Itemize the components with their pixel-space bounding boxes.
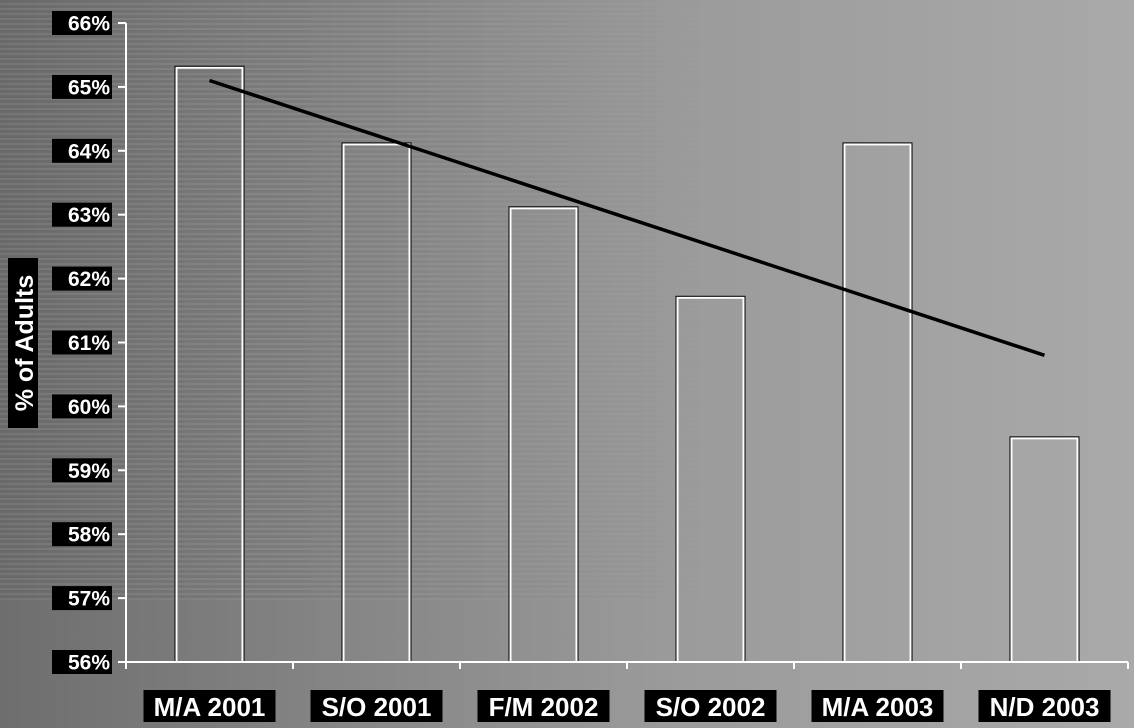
y-axis-title-bg	[8, 258, 38, 428]
y-tick-label-bg	[52, 394, 112, 419]
x-tick-label-bg	[644, 690, 777, 722]
y-tick-label-bg	[52, 522, 112, 547]
y-tick-label-bg	[52, 458, 112, 483]
x-tick-label: S/O 2002	[656, 692, 766, 722]
bar-n-d-2003	[1010, 437, 1079, 663]
x-tick-label: M/A 2001	[154, 692, 266, 722]
y-tick-label-bg	[52, 266, 112, 291]
bar-outline	[1009, 436, 1080, 663]
y-tick-label-bg	[52, 138, 112, 163]
bar-outline	[842, 142, 913, 663]
y-tick-label: 64%	[68, 140, 110, 163]
y-tick-label: 66%	[68, 13, 110, 36]
x-tick-label: N/D 2003	[990, 692, 1100, 722]
bar-s-o-2002	[676, 296, 745, 663]
x-tick-label-bg	[978, 690, 1111, 722]
background-texture	[0, 0, 720, 600]
bar-outline	[341, 142, 412, 663]
x-tick-label: S/O 2001	[322, 692, 432, 722]
bar-s-o-2001	[342, 143, 411, 664]
y-tick-label: 62%	[68, 268, 110, 291]
y-tick-label: 61%	[68, 332, 110, 355]
y-axis-title: % of Adults	[11, 275, 39, 412]
x-tick-label-bg	[143, 690, 276, 722]
bar-m-a-2001	[175, 66, 244, 664]
y-tick-label: 58%	[68, 524, 110, 547]
bar-outline	[508, 206, 579, 663]
x-tick-label-bg	[477, 690, 610, 722]
x-tick-label: F/M 2002	[489, 692, 599, 722]
y-tick-label-bg	[52, 650, 112, 674]
bar-f-m-2002	[509, 207, 578, 663]
x-tick-label-bg	[811, 690, 944, 722]
bar-outline	[675, 295, 746, 663]
y-tick-label-bg	[52, 586, 112, 611]
y-tick-label: 65%	[68, 76, 110, 99]
y-tick-label: 59%	[68, 460, 110, 483]
y-tick-label-bg	[52, 330, 112, 355]
y-tick-label: 63%	[68, 204, 110, 227]
trend-line	[208, 78, 1046, 357]
y-tick-label-bg	[52, 202, 112, 227]
bar-m-a-2003	[843, 143, 912, 664]
y-tick-label: 60%	[68, 396, 110, 419]
y-tick-label-bg	[52, 74, 112, 99]
y-tick-label-bg	[52, 11, 112, 35]
x-tick-label: M/A 2003	[822, 692, 934, 722]
x-tick-label-bg	[310, 690, 443, 722]
y-tick-label: 56%	[68, 652, 110, 675]
bar-outline	[174, 65, 245, 663]
y-tick-label: 57%	[68, 588, 110, 611]
